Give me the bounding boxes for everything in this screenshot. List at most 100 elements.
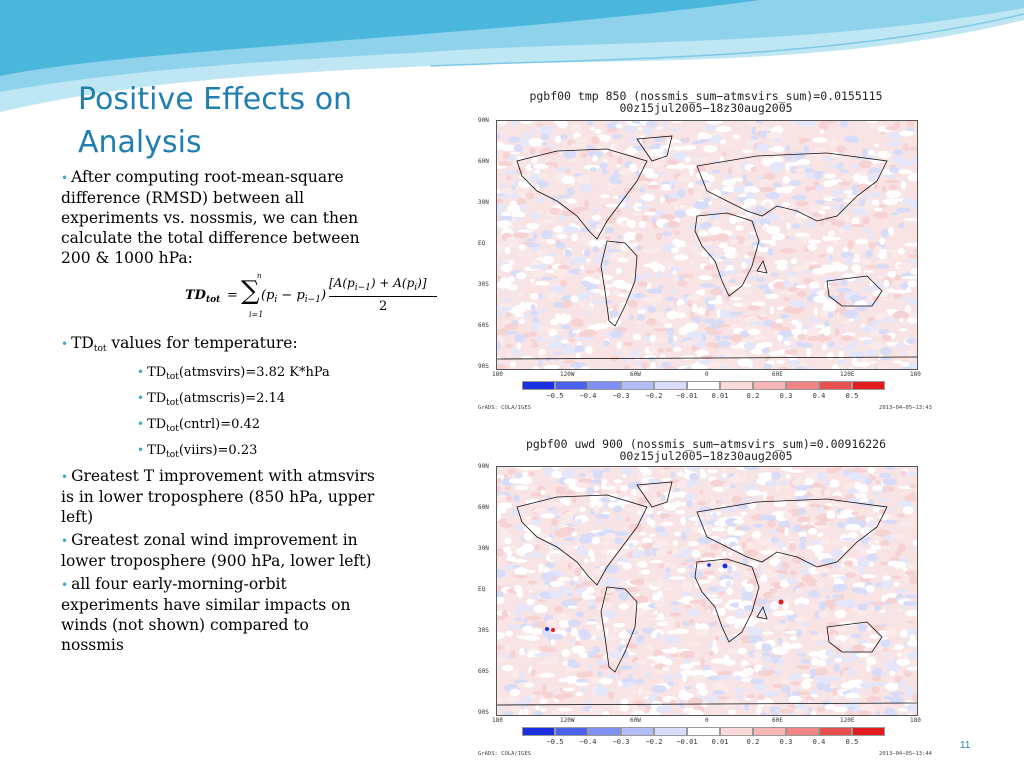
- field-blob: [896, 669, 903, 677]
- field-blob: [704, 593, 718, 598]
- field-blob: [878, 329, 890, 335]
- field-blob: [739, 511, 748, 516]
- field-blob: [591, 300, 604, 305]
- field-blob: [838, 188, 845, 195]
- lat-label: 90S: [478, 709, 489, 716]
- field-blob: [739, 525, 752, 531]
- field-blob: [716, 303, 731, 312]
- field-blob: [882, 648, 889, 652]
- field-blob: [842, 546, 848, 553]
- field-blob: [717, 270, 726, 279]
- field-blob: [802, 328, 809, 335]
- field-blob: [725, 580, 732, 590]
- field-blob: [514, 313, 526, 317]
- field-blob: [633, 210, 642, 217]
- field-blob: [837, 228, 845, 234]
- field-blob: [845, 256, 853, 266]
- field-blob: [652, 160, 662, 168]
- field-blob: [572, 576, 579, 581]
- field-blob: [884, 682, 900, 691]
- field-blob: [593, 257, 602, 264]
- field-blob: [815, 640, 825, 646]
- field-blob: [565, 499, 571, 507]
- field-blob: [669, 178, 675, 187]
- field-blob: [734, 253, 740, 258]
- field-blob: [773, 137, 781, 144]
- field-blob: [534, 543, 540, 551]
- field-blob: [851, 191, 858, 196]
- field-blob: [524, 552, 530, 559]
- field-blob: [731, 545, 742, 551]
- field-blob: [884, 653, 889, 659]
- field-blob: [832, 706, 848, 713]
- field-blob: [756, 284, 771, 290]
- field-blob: [572, 531, 578, 537]
- field-blob: [778, 646, 793, 650]
- subitem-atmsvirs: • TDtot(atmsvirs)=3.82 K*hPa: [137, 365, 330, 382]
- field-blob: [700, 355, 714, 360]
- field-blob: [509, 200, 518, 206]
- field-blob: [745, 694, 756, 699]
- field-blob: [591, 628, 603, 638]
- colorbar-label: −0.4: [579, 738, 597, 746]
- field-blob: [886, 592, 898, 598]
- field-blob: [851, 223, 865, 228]
- field-blob: [643, 272, 652, 278]
- field-blob: [622, 346, 628, 355]
- field-blob: [761, 652, 772, 657]
- field-blob: [714, 556, 723, 563]
- field-blob: [751, 255, 765, 264]
- field-blob: [857, 610, 867, 616]
- field-blob: [582, 574, 595, 584]
- field-blob: [588, 598, 596, 606]
- field-blob: [614, 586, 624, 593]
- field-blob: [836, 311, 841, 319]
- field-blob: [647, 184, 661, 190]
- field-blob: [540, 646, 557, 653]
- field-blob: [858, 198, 867, 207]
- field-blob: [579, 227, 591, 233]
- field-blob: [873, 604, 882, 612]
- field-blob: [563, 478, 578, 485]
- field-blob: [624, 187, 629, 194]
- field-blob: [596, 601, 613, 610]
- field-blob: [785, 275, 799, 283]
- field-blob: [554, 605, 564, 613]
- lon-label: 120W: [560, 717, 575, 724]
- colorbar-label: 0.01: [711, 392, 729, 400]
- field-blob: [751, 301, 766, 307]
- field-blob: [883, 519, 898, 524]
- field-blob: [777, 573, 787, 579]
- field-blob: [549, 580, 565, 587]
- field-blob: [839, 669, 844, 677]
- field-blob: [886, 318, 897, 323]
- field-blob: [533, 163, 549, 170]
- field-blob: [689, 472, 699, 482]
- field-blob: [524, 238, 536, 242]
- field-blob: [753, 684, 766, 691]
- field-blob: [896, 513, 906, 518]
- field-blob: [714, 635, 720, 641]
- field-blob: [734, 675, 742, 681]
- field-blob: [646, 617, 653, 622]
- field-blob: [651, 496, 660, 505]
- field-blob: [808, 527, 818, 535]
- formula-sum-bottom: i=1: [249, 310, 264, 319]
- field-blob: [663, 673, 674, 682]
- field-blob: [686, 294, 701, 301]
- field-blob: [837, 155, 850, 161]
- field-blob: [759, 574, 768, 584]
- field-blob: [772, 655, 780, 664]
- field-blob: [497, 341, 501, 351]
- field-blob: [562, 687, 576, 692]
- colorbar-swatch: [522, 381, 555, 390]
- field-blob: [712, 640, 717, 647]
- field-blob: [672, 336, 678, 341]
- field-blob: [570, 176, 576, 186]
- field-blob: [903, 506, 914, 515]
- field-blob: [725, 616, 737, 625]
- field-blob: [912, 539, 917, 547]
- field-blob: [585, 269, 595, 275]
- field-blob: [780, 467, 793, 472]
- field-blob: [684, 156, 692, 163]
